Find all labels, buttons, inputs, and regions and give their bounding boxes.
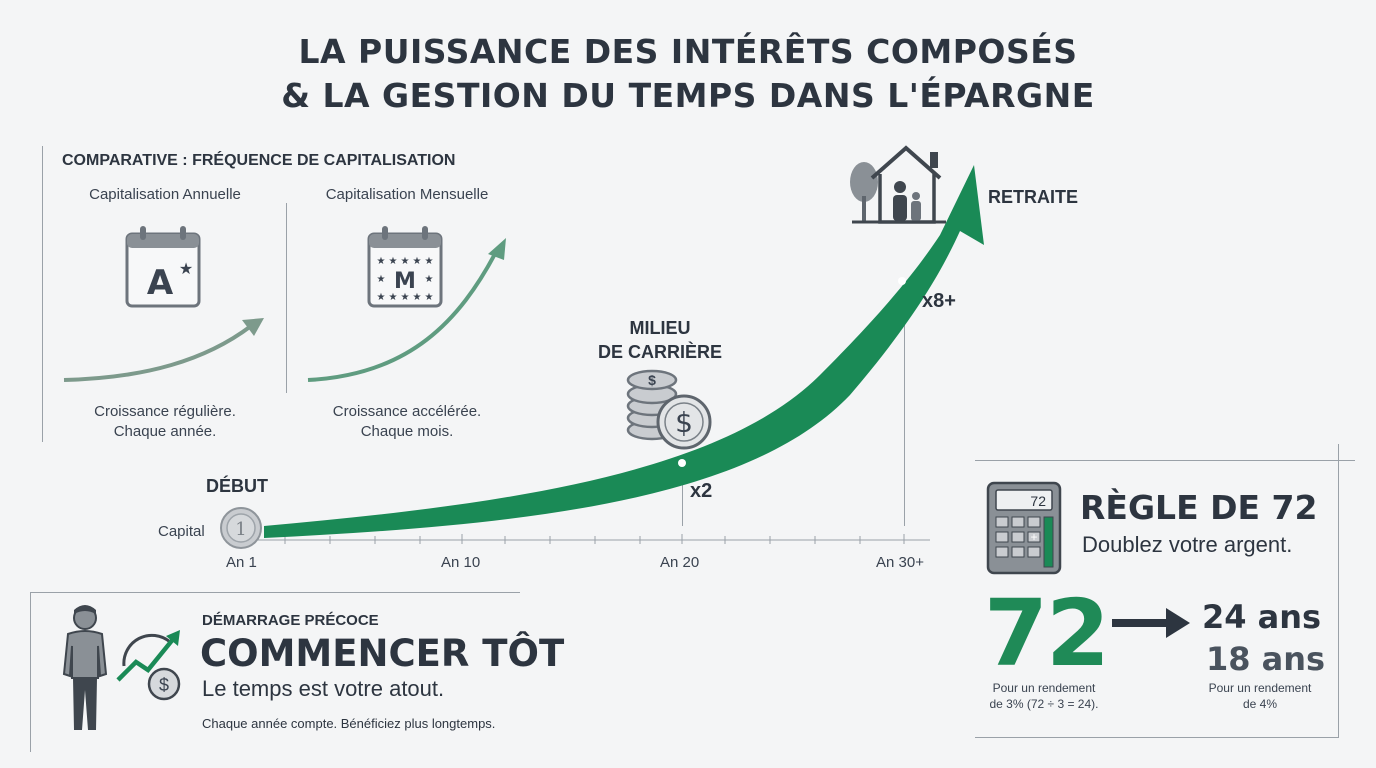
monthly-caption-line2: Chaque mois.	[360, 423, 454, 440]
svg-text:★: ★	[413, 256, 422, 267]
monthly-label: Capitalisation Mensuelle	[325, 186, 489, 203]
early-start-note: Chaque année compte. Bénéficiez plus lon…	[202, 716, 496, 731]
rule72-subheading: Doublez votre argent.	[1082, 532, 1293, 557]
mid-label-line2: DE CARRIÈRE	[597, 342, 722, 362]
svg-text:★: ★	[179, 261, 193, 278]
mid-label-line1: MILIEU	[629, 318, 691, 338]
early-start-headline: COMMENCER TÔT	[200, 632, 565, 675]
rule72-note-right-line2: de 4%	[1242, 697, 1278, 711]
annual-caption: Croissance régulière. Chaque année.	[60, 402, 270, 442]
growth-coin-icon: $	[116, 630, 181, 701]
page-title-line1: LA PUISSANCE DES INTÉRÊTS COMPOSÉS	[298, 32, 1078, 71]
rule72-top-border	[975, 460, 1355, 461]
early-start-top-border	[30, 592, 520, 593]
svg-text:★: ★	[377, 256, 386, 267]
early-start-left-border	[30, 592, 31, 752]
calendar-monthly-letter: M	[394, 269, 416, 294]
monthly-caption: Croissance accélérée. Chaque mois.	[302, 402, 512, 442]
annual-growth-arrow	[63, 318, 264, 382]
calculator-display: 72	[1030, 493, 1046, 509]
mid-guide-line	[682, 470, 683, 526]
rule72-result-24: 24 ans	[1202, 598, 1322, 636]
coin-icon: 1	[220, 507, 262, 549]
rule72-note-left: Pour un rendement de 3% (72 ÷ 3 = 24).	[972, 680, 1116, 712]
svg-text:★: ★	[389, 292, 398, 303]
end-multiplier: x8+	[922, 290, 956, 312]
axis-tick-an30: An 30+	[876, 554, 924, 571]
capital-label: Capital	[158, 523, 205, 540]
coin-value: 1	[235, 519, 246, 540]
annual-label: Capitalisation Annuelle	[89, 186, 241, 203]
early-start-kicker: DÉMARRAGE PRÉCOCE	[202, 612, 379, 629]
svg-text:$: $	[159, 675, 169, 695]
rule72-heading: RÈGLE DE 72	[1080, 488, 1318, 527]
svg-text:★: ★	[401, 292, 410, 303]
rule72-note-right: Pour un rendement de 4%	[1188, 680, 1332, 712]
main-growth-arrow	[264, 165, 984, 538]
end-label: RETRAITE	[988, 187, 1078, 207]
axis-tick-an10: An 10	[441, 554, 481, 571]
monthly-caption-line1: Croissance accélérée.	[332, 403, 482, 420]
coin-stack-dollar-icon: $ $	[626, 369, 712, 450]
start-label: DÉBUT	[206, 476, 268, 496]
svg-text:$: $	[675, 406, 693, 439]
annual-caption-line2: Chaque année.	[113, 423, 217, 440]
rule72-note-right-line1: Pour un rendement	[1208, 681, 1312, 695]
rule72-right-border	[1338, 444, 1339, 738]
comparative-left-border	[42, 146, 43, 442]
svg-text:+: +	[1030, 530, 1037, 544]
mid-label: MILIEU DE CARRIÈRE	[590, 316, 730, 364]
rule72-bottom-border	[975, 737, 1339, 738]
comparative-heading: COMPARATIVE : FRÉQUENCE DE CAPITALISATIO…	[62, 152, 456, 169]
svg-text:★: ★	[377, 274, 386, 285]
svg-text:★: ★	[425, 274, 434, 285]
arrow-right-icon	[1112, 608, 1190, 638]
rule72-result-18: 18 ans	[1206, 640, 1326, 678]
page-title: LA PUISSANCE DES INTÉRÊTS COMPOSÉS & LA …	[0, 30, 1376, 118]
axis-tick-an20: An 20	[660, 554, 700, 571]
rule72-note-left-line1: Pour un rendement	[992, 681, 1096, 695]
person-icon	[62, 605, 108, 730]
calendar-annual-letter: A	[147, 263, 174, 303]
rule72-big-number: 72	[984, 580, 1110, 687]
svg-text:★: ★	[413, 292, 422, 303]
axis-tick-an1: An 1	[226, 554, 257, 571]
early-start-subline: Le temps est votre atout.	[202, 676, 445, 701]
rule72-note-left-line2: de 3% (72 ÷ 3 = 24).	[989, 697, 1099, 711]
calendar-annual-icon: A ★	[125, 226, 201, 308]
svg-text:★: ★	[389, 256, 398, 267]
svg-text:$: $	[648, 372, 656, 388]
calculator-icon: 72 +	[986, 481, 1062, 575]
house-family-icon	[850, 145, 946, 224]
comparative-divider	[286, 203, 287, 393]
calendar-monthly-icon: ★ ★ ★ ★ ★ ★ ★ ★ ★ ★ ★ ★ M	[367, 226, 443, 308]
annual-caption-line1: Croissance régulière.	[94, 403, 236, 420]
svg-text:★: ★	[425, 292, 434, 303]
page-title-line2: & LA GESTION DU TEMPS DANS L'ÉPARGNE	[281, 76, 1095, 115]
mid-multiplier: x2	[690, 480, 713, 502]
monthly-growth-arrow	[307, 238, 506, 382]
svg-text:★: ★	[401, 256, 410, 267]
svg-text:★: ★	[425, 256, 434, 267]
end-guide-line	[904, 300, 905, 526]
svg-text:★: ★	[377, 292, 386, 303]
